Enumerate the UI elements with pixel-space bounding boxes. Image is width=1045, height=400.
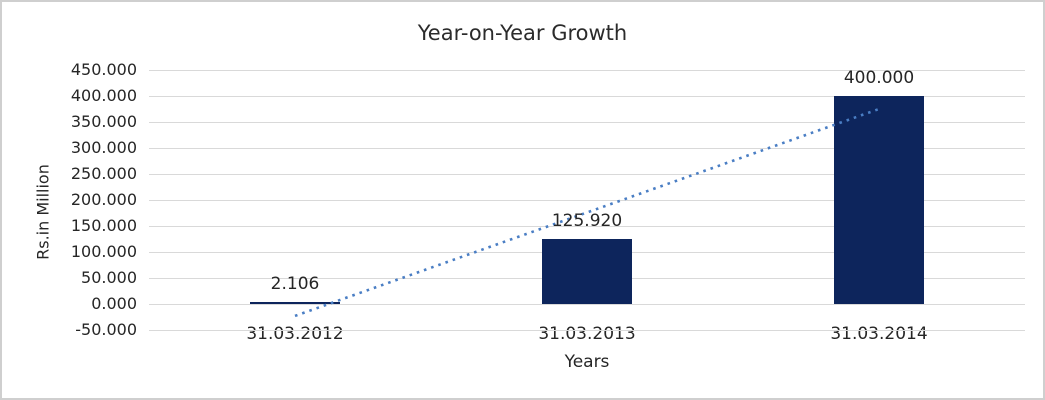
bar-2: [542, 238, 632, 304]
data-label: 2.106: [270, 273, 320, 294]
y-tick-label: -50.000: [75, 320, 137, 339]
y-tick-label: 0.000: [91, 294, 137, 313]
x-axis-title: Years: [564, 352, 610, 372]
gridline: [149, 304, 1025, 305]
x-tick-label: 31.03.2012: [246, 324, 344, 344]
y-tick-label: 50.000: [81, 268, 137, 287]
y-axis-ticks: 450.000 400.000 350.000 300.000 250.000 200.0…: [2, 2, 137, 398]
gridline: [149, 330, 1025, 331]
data-label: 125.920: [551, 210, 623, 231]
y-tick-label: 250.000: [70, 164, 137, 183]
y-tick-label: 200.000: [70, 190, 137, 209]
gridline: [149, 174, 1025, 175]
y-tick-label: 150.000: [70, 216, 137, 235]
gridline: [149, 96, 1025, 97]
bar-3: [834, 96, 924, 304]
chart-title: Year-on-Year Growth: [417, 21, 628, 45]
bar-1: [250, 301, 340, 304]
gridline: [149, 148, 1025, 149]
y-tick-label: 100.000: [70, 242, 137, 261]
y-tick-label: 400.000: [70, 86, 137, 105]
plot-area: 2.106 125.920 400.000: [149, 68, 1025, 331]
gridline: [149, 226, 1025, 227]
data-label: 400.000: [843, 68, 915, 88]
gridline: [149, 122, 1025, 123]
gridline: [149, 200, 1025, 201]
x-axis-ticks: 31.03.2012 31.03.2013 31.03.2014: [2, 324, 1043, 344]
gridline: [149, 70, 1025, 71]
y-tick-label: 450.000: [70, 60, 137, 79]
y-tick-label: 300.000: [70, 138, 137, 157]
x-tick-label: 31.03.2013: [538, 324, 636, 344]
x-tick-label: 31.03.2014: [830, 324, 928, 344]
y-tick-label: 350.000: [70, 112, 137, 131]
